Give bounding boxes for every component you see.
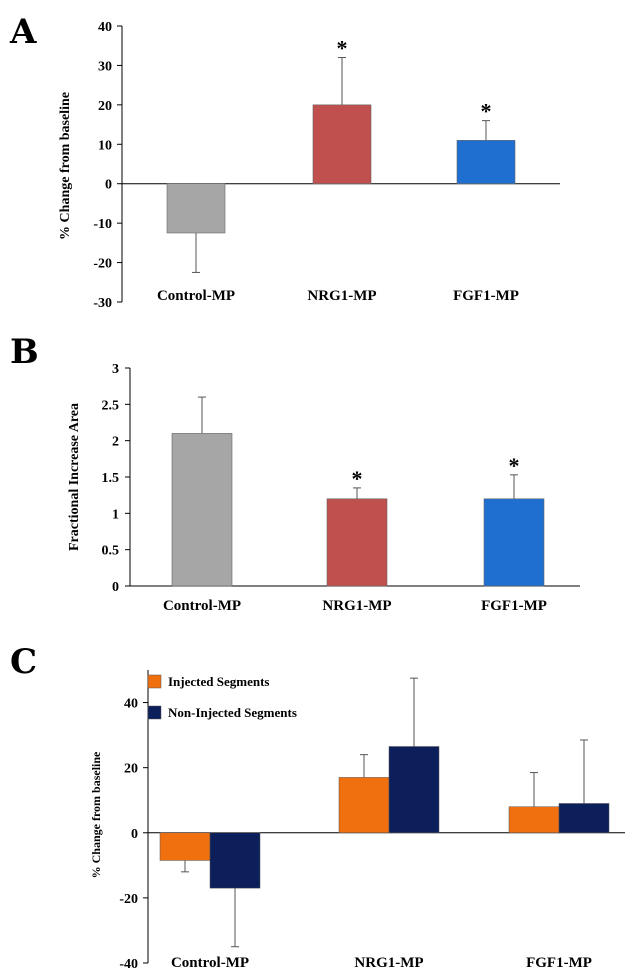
- bar-control-mp-injected: [159, 832, 211, 861]
- category-label: FGF1-MP: [481, 598, 547, 614]
- significance-marker: *: [337, 36, 348, 61]
- panel-b-y-axis-label: Fractional Increase Area: [67, 403, 82, 551]
- y-tick-label: 0: [112, 580, 119, 595]
- bar-nrg1-mp: [326, 498, 388, 587]
- bar-nrg1-mp: [312, 104, 372, 185]
- panel-c-y-axis-label: % Change from baseline: [89, 751, 103, 878]
- legend-label-non-injected: Non-Injected Segments: [168, 705, 297, 720]
- category-label: FGF1-MP: [526, 955, 592, 971]
- significance-marker: *: [352, 466, 363, 491]
- y-tick-label: 40: [124, 697, 138, 712]
- y-tick-label: -40: [119, 957, 138, 971]
- category-label: Control-MP: [157, 288, 235, 304]
- panel-b: B Fractional Increase Area 3 2.5 2 1.5 1 0.5 0…: [10, 332, 580, 614]
- legend-label-injected: Injected Segments: [168, 674, 269, 689]
- y-tick-label: -10: [93, 217, 112, 232]
- legend-swatch-non-injected: [147, 705, 162, 720]
- bar-fgf1-mp: [456, 140, 516, 185]
- legend-swatch-injected: [147, 674, 162, 689]
- y-tick-label: 0: [131, 827, 138, 842]
- panel-a: A % Change from baseline 40 30 20 10 0 -10 -20…: [9, 12, 560, 311]
- y-tick-label: 2: [112, 435, 119, 450]
- bar-control-mp: [171, 433, 233, 587]
- y-tick-label: 10: [98, 138, 112, 153]
- y-tick-label: 20: [124, 762, 138, 777]
- y-tick-label: 20: [98, 99, 112, 114]
- y-tick-label: 1.5: [102, 471, 120, 486]
- bar-fgf1-mp-non-injected: [558, 803, 610, 834]
- panel-a-bars: Control-MP * NRG1-MP * FGF1-MP: [157, 36, 519, 304]
- y-tick-label: -20: [119, 892, 138, 907]
- bar-control-mp-non-injected: [209, 832, 261, 889]
- bar-fgf1-mp: [483, 498, 545, 587]
- panel-c: C % Change from baseline 40 20 0 -20 -40 Con…: [10, 642, 625, 971]
- bar-nrg1-mp-non-injected: [388, 746, 440, 834]
- category-label: NRG1-MP: [354, 955, 423, 971]
- panel-a-letter: A: [9, 12, 37, 52]
- significance-marker: *: [481, 99, 492, 124]
- panel-a-y-axis-label: % Change from baseline: [58, 92, 73, 240]
- bar-fgf1-mp-injected: [508, 806, 560, 834]
- category-label: Control-MP: [171, 955, 249, 971]
- panel-c-bars: Control-MP NRG1-MP FGF1-MP: [159, 677, 610, 971]
- bar-nrg1-mp-injected: [338, 777, 390, 834]
- y-tick-label: 0.5: [102, 544, 120, 559]
- y-tick-label: 30: [98, 59, 112, 74]
- significance-marker: *: [509, 453, 520, 478]
- y-tick-label: 40: [98, 20, 112, 35]
- y-tick-label: 1: [112, 507, 119, 522]
- panel-b-letter: B: [10, 332, 39, 372]
- category-label: FGF1-MP: [453, 288, 519, 304]
- y-tick-label: -20: [93, 257, 112, 272]
- y-tick-label: 3: [112, 362, 119, 377]
- y-tick-label: 2.5: [102, 398, 120, 413]
- panel-c-legend: Injected Segments Non-Injected Segments: [147, 674, 297, 720]
- category-label: NRG1-MP: [307, 288, 376, 304]
- panel-c-letter: C: [10, 642, 37, 682]
- category-label: NRG1-MP: [322, 598, 391, 614]
- y-tick-label: 0: [105, 178, 112, 193]
- bar-control-mp: [166, 183, 226, 234]
- y-tick-label: -30: [93, 296, 112, 311]
- category-label: Control-MP: [163, 598, 241, 614]
- panel-b-bars: Control-MP * NRG1-MP * FGF1-MP: [163, 396, 547, 614]
